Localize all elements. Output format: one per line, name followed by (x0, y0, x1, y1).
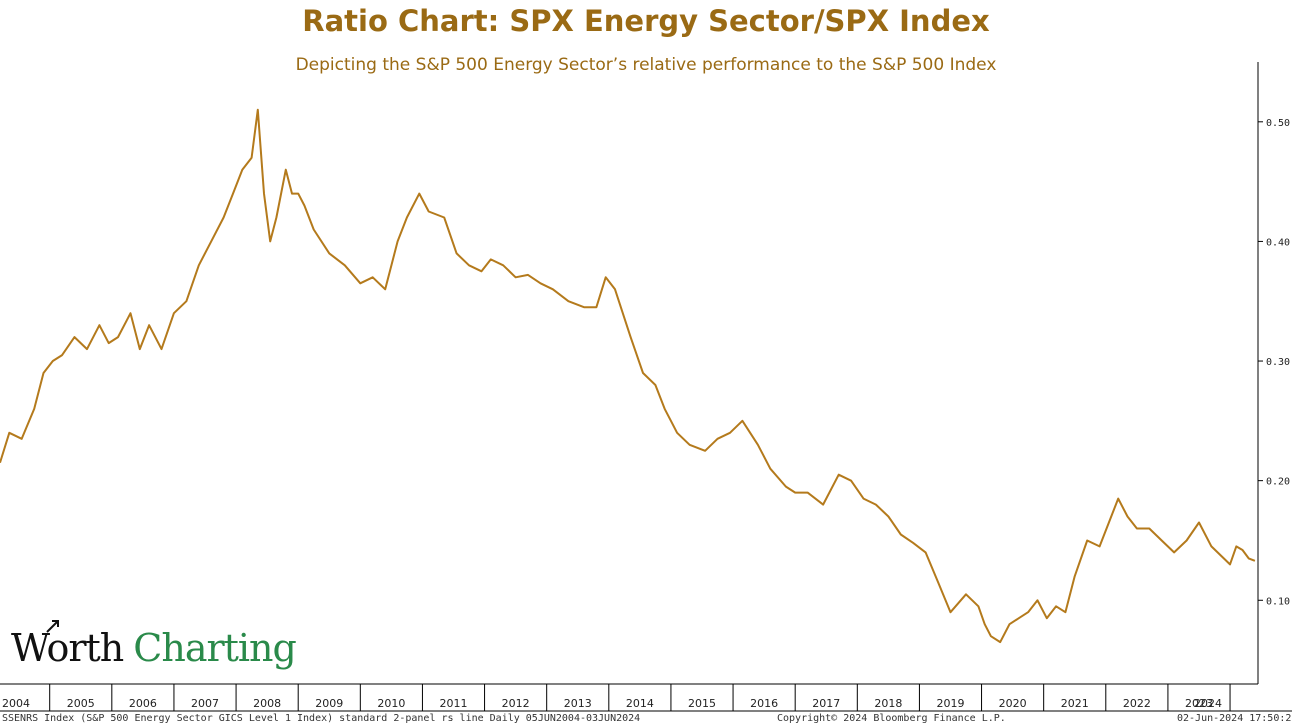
y-axis: 0.10 0.20 0.30 0.40 0.50 (1258, 118, 1290, 607)
chart-title: Ratio Chart: SPX Energy Sector/SPX Index (302, 4, 990, 38)
x-tick-label: 2005 (67, 697, 95, 710)
y-tick-label: 0.10 (1266, 596, 1290, 607)
y-tick-label: 0.20 (1266, 477, 1290, 488)
worth-charting-logo: Worth Charting (11, 620, 297, 670)
y-tick-label: 0.30 (1266, 357, 1290, 368)
series-layer (0, 108, 1256, 644)
x-tick-label: 2012 (502, 697, 530, 710)
footer-timestamp: 02-Jun-2024 17:50:23 (1177, 713, 1292, 724)
x-tick-label: 2017 (812, 697, 840, 710)
x-tick-label: 2016 (750, 697, 778, 710)
footer-copyright: Copyright© 2024 Bloomberg Finance L.P. (777, 713, 1006, 724)
x-tick-label: 2004 (2, 697, 30, 710)
logo-word-worth: Worth (11, 626, 124, 670)
x-tick-label: 2020 (999, 697, 1027, 710)
x-tick-label: 2023 (1185, 697, 1213, 710)
x-tick-label: 2008 (253, 697, 281, 710)
footer-source: SSENRS Index (S&P 500 Energy Sector GICS… (2, 713, 641, 724)
y-tick-label: 0.40 (1266, 237, 1290, 248)
x-tick-label: 2022 (1123, 697, 1151, 710)
x-tick-label: 2011 (440, 697, 468, 710)
x-tick-label: 2007 (191, 697, 219, 710)
x-tick-label: 2024 (1194, 697, 1222, 710)
logo-word-charting: Charting (133, 626, 297, 670)
x-tick-label: 2010 (377, 697, 405, 710)
series-line (0, 108, 1256, 644)
axes (0, 62, 1292, 712)
x-tick-label: 2015 (688, 697, 716, 710)
arrow-icon (46, 620, 59, 633)
y-tick-label: 0.50 (1266, 118, 1290, 129)
x-tick-label: 2018 (874, 697, 902, 710)
x-tick-label: 2013 (564, 697, 592, 710)
x-tick-label: 2021 (1061, 697, 1089, 710)
x-tick-label: 2014 (626, 697, 654, 710)
chart-subtitle: Depicting the S&P 500 Energy Sector’s re… (295, 55, 997, 75)
x-tick-label: 2006 (129, 697, 157, 710)
x-tick-label: 2019 (936, 697, 964, 710)
x-axis: 2004 2005 2006 2007 2008 2009 2010 2011 2012 2013… (2, 684, 1231, 711)
x-tick-label: 2009 (315, 697, 343, 710)
